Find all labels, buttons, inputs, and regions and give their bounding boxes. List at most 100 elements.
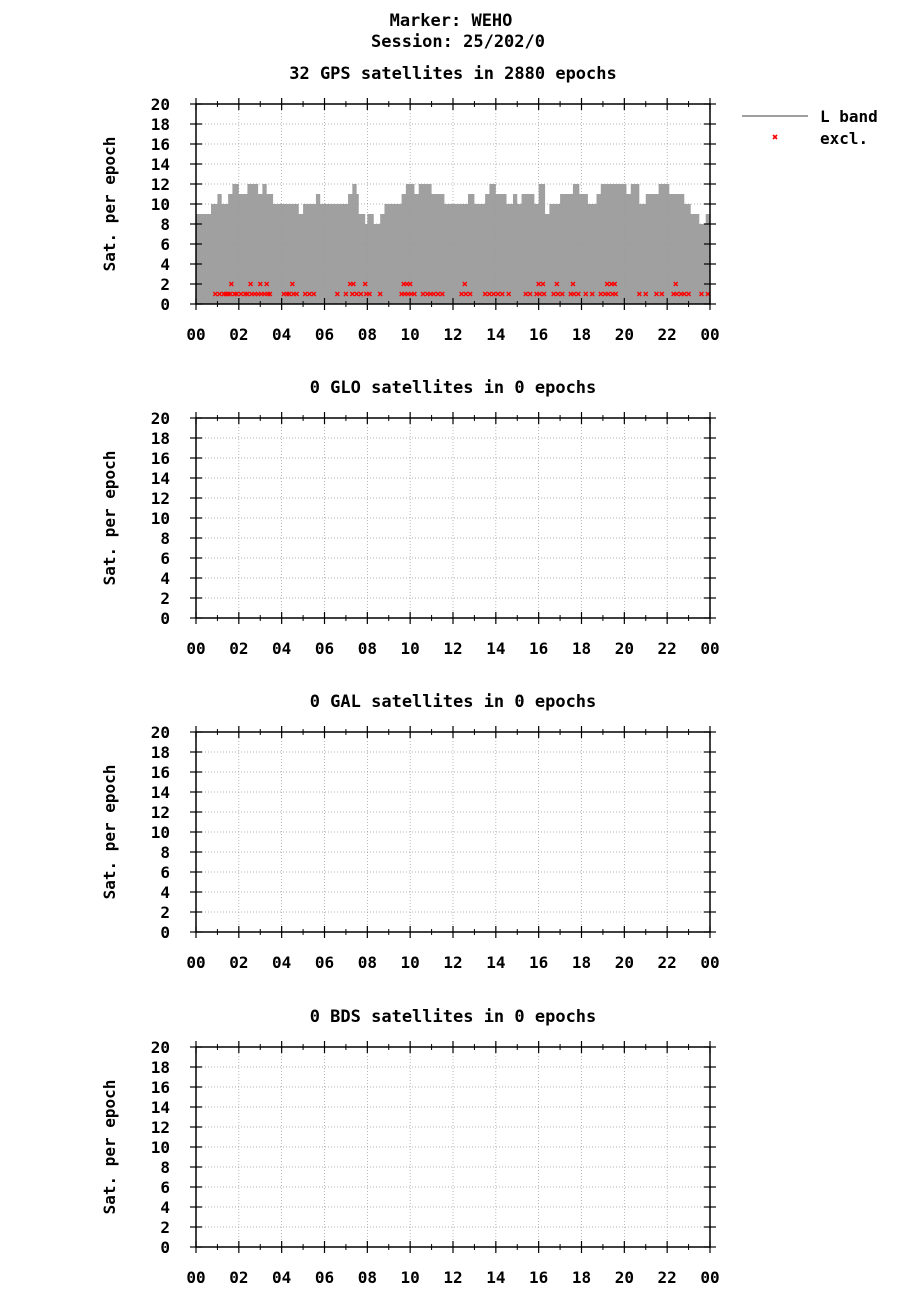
- y-tick-label: 14: [151, 469, 170, 488]
- excluded-marker: [228, 281, 234, 287]
- excluded-marker: [349, 291, 355, 297]
- x-tick-label: 00: [700, 1268, 719, 1287]
- series-area-l-band: [196, 184, 710, 304]
- x-tick-label: 08: [358, 325, 377, 344]
- excluded-marker: [583, 291, 589, 297]
- y-tick-label: 6: [160, 863, 170, 882]
- x-tick-label: 22: [658, 953, 677, 972]
- excluded-marker: [705, 291, 711, 297]
- x-tick-label: 14: [486, 639, 505, 658]
- y-tick-label: 0: [160, 923, 170, 942]
- excluded-marker: [653, 291, 659, 297]
- excluded-marker: [491, 291, 497, 297]
- y-tick-label: 0: [160, 609, 170, 628]
- x-tick-label: 04: [272, 953, 291, 972]
- x-tick-label: 12: [443, 639, 462, 658]
- excluded-marker: [311, 291, 317, 297]
- y-tick-label: 10: [151, 823, 170, 842]
- y-tick-label: 8: [160, 529, 170, 548]
- x-tick-label: 18: [572, 639, 591, 658]
- y-tick-label: 12: [151, 803, 170, 822]
- panel-title: 0 GAL satellites in 0 epochs: [310, 692, 597, 712]
- excluded-marker: [681, 291, 687, 297]
- x-tick-label: 04: [272, 1268, 291, 1287]
- excluded-marker: [659, 291, 665, 297]
- y-tick-label: 6: [160, 235, 170, 254]
- x-tick-label: 22: [658, 1268, 677, 1287]
- x-tick-label: 22: [658, 639, 677, 658]
- x-tick-label: 10: [401, 639, 420, 658]
- x-tick-label: 20: [615, 639, 634, 658]
- y-tick-label: 2: [160, 903, 170, 922]
- x-tick-label: 18: [572, 953, 591, 972]
- excluded-marker: [555, 291, 561, 297]
- x-tick-label: 02: [229, 325, 248, 344]
- excluded-marker: [212, 291, 218, 297]
- x-tick-label: 04: [272, 325, 291, 344]
- excluded-marker: [407, 281, 413, 287]
- x-tick-label: 20: [615, 1268, 634, 1287]
- excluded-marker: [605, 291, 611, 297]
- x-tick-label: 10: [401, 1268, 420, 1287]
- y-tick-label: 4: [160, 1198, 170, 1217]
- x-tick-label: 14: [486, 953, 505, 972]
- x-tick-label: 16: [529, 639, 548, 658]
- x-tick-label: 06: [315, 953, 334, 972]
- x-tick-label: 02: [229, 639, 248, 658]
- excluded-marker: [289, 281, 295, 287]
- x-tick-label: 06: [315, 325, 334, 344]
- x-tick-label: 04: [272, 639, 291, 658]
- excluded-marker: [377, 291, 383, 297]
- x-tick-label: 10: [401, 325, 420, 344]
- y-tick-label: 20: [151, 409, 170, 428]
- x-tick-label: 08: [358, 953, 377, 972]
- y-tick-label: 14: [151, 783, 170, 802]
- legend: L band excl.: [742, 107, 878, 148]
- excluded-marker: [536, 281, 542, 287]
- y-tick-label: 10: [151, 195, 170, 214]
- y-tick-label: 4: [160, 569, 170, 588]
- excluded-marker: [486, 291, 492, 297]
- x-tick-label: 18: [572, 1268, 591, 1287]
- excluded-marker: [698, 291, 704, 297]
- x-tick-label: 02: [229, 953, 248, 972]
- x-tick-label: 12: [443, 953, 462, 972]
- x-tick-label: 00: [700, 639, 719, 658]
- y-tick-label: 4: [160, 255, 170, 274]
- excluded-marker: [636, 291, 642, 297]
- legend-cross-swatch: [772, 134, 778, 140]
- x-tick-label: 20: [615, 325, 634, 344]
- excluded-marker: [217, 291, 223, 297]
- x-tick-label: 00: [700, 953, 719, 972]
- y-tick-label: 8: [160, 1158, 170, 1177]
- excluded-marker: [248, 281, 254, 287]
- y-tick-label: 12: [151, 1118, 170, 1137]
- grid: [196, 418, 710, 618]
- y-tick-label: 10: [151, 1138, 170, 1157]
- excluded-marker: [540, 281, 546, 287]
- excluded-marker: [431, 291, 437, 297]
- excluded-marker: [238, 291, 244, 297]
- y-tick-label: 20: [151, 95, 170, 114]
- y-tick-label: 8: [160, 215, 170, 234]
- x-tick-label: 12: [443, 325, 462, 344]
- excluded-marker: [411, 291, 417, 297]
- y-axis-label: Sat. per epoch: [100, 451, 119, 586]
- excluded-marker: [366, 291, 372, 297]
- excluded-marker: [362, 281, 368, 287]
- y-axis-label: Sat. per epoch: [100, 1080, 119, 1215]
- panel-title: 0 BDS satellites in 0 epochs: [310, 1007, 597, 1027]
- y-tick-label: 18: [151, 429, 170, 448]
- excluded-marker: [462, 281, 468, 287]
- excluded-marker: [343, 291, 349, 297]
- y-tick-label: 18: [151, 1058, 170, 1077]
- y-tick-label: 16: [151, 449, 170, 468]
- excluded-marker: [613, 291, 619, 297]
- y-tick-label: 14: [151, 155, 170, 174]
- x-tick-label: 20: [615, 953, 634, 972]
- x-tick-label: 12: [443, 1268, 462, 1287]
- x-tick-label: 14: [486, 325, 505, 344]
- excluded-marker: [482, 291, 488, 297]
- excluded-marker: [527, 291, 533, 297]
